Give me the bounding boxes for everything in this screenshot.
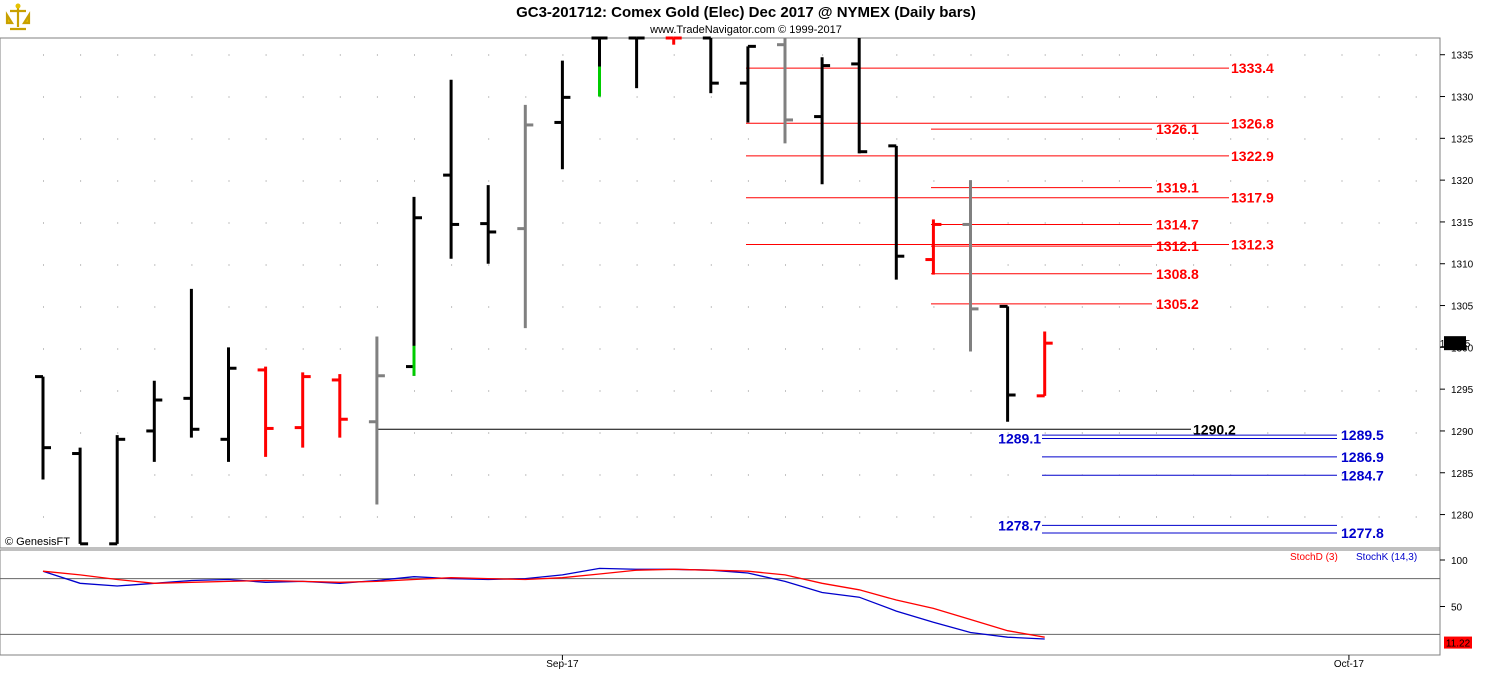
date-axis: Sep-17 Oct-17: [546, 655, 1364, 670]
level-label: 1289.1: [998, 430, 1041, 446]
level-label: 1286.9: [1341, 449, 1384, 465]
ohlc-bar: [72, 447, 89, 546]
ohlc-bar: [183, 288, 200, 438]
price-bars: [35, 36, 1053, 546]
stoch-legend-entry: StochD (3): [1290, 552, 1338, 563]
ohlc-bar: [220, 347, 237, 462]
chart-subtitle: www.TradeNavigator.com © 1999-2017: [649, 24, 842, 36]
price-levels: 1333.4 1326.8 1326.1 1322.9 1319.1 1317.9 1314…: [376, 60, 1384, 541]
ohlc-bar: [888, 144, 905, 280]
price-tick-label: 1325: [1451, 134, 1474, 145]
ohlc-bar: [517, 104, 534, 329]
price-tick-label: 1295: [1451, 385, 1474, 396]
level-label: 1308.8: [1156, 266, 1199, 282]
ohlc-bar: [739, 44, 756, 123]
chart-title: GC3-201712: Comex Gold (Elec) Dec 2017 @…: [516, 4, 976, 21]
ohlc-bar: [665, 36, 682, 45]
level-label: 1290.2: [1193, 421, 1236, 437]
stoch-last-box: [1444, 636, 1472, 649]
ohlc-bar: [443, 79, 460, 259]
stoch-series-line: [42, 567, 1045, 640]
level-label: 1284.7: [1341, 467, 1384, 483]
level-label: 1314.7: [1156, 216, 1199, 232]
stoch-series-line: [42, 568, 1045, 638]
level-label: 1289.5: [1341, 427, 1384, 443]
level-label: 1278.7: [998, 517, 1041, 533]
ohlc-bar: [109, 435, 126, 546]
ohlc-bar: [628, 36, 645, 89]
ohlc-bar: [925, 219, 942, 275]
ohlc-bar: [851, 38, 868, 154]
ohlc-bar: [406, 196, 422, 376]
level-label: 1326.8: [1231, 115, 1274, 131]
ohlc-bar: [294, 372, 311, 448]
ohlc-bar: [591, 36, 608, 97]
stoch-panel-frame: [0, 549, 1441, 656]
date-tick-label: Oct-17: [1334, 659, 1364, 670]
level-label: 1322.9: [1231, 148, 1274, 164]
ohlc-bar: [257, 366, 274, 457]
price-axis: 1280128512901295130013051310131513201325…: [1440, 51, 1474, 522]
level-label: 1312.3: [1231, 237, 1274, 253]
ohlc-bar: [962, 180, 979, 352]
ohlc-bar: [814, 57, 831, 185]
price-tick-label: 1320: [1451, 176, 1474, 187]
stochastic-panel: 50 100 StochD (3) StochK (14,3) 11.22: [0, 552, 1472, 650]
price-tick-label: 1285: [1451, 469, 1474, 480]
ohlc-bar: [146, 380, 163, 462]
ohlc-bar: [368, 336, 385, 505]
logo-icon: [5, 3, 31, 31]
ohlc-bar: [1036, 331, 1053, 398]
price-tick-label: 1315: [1451, 218, 1474, 229]
price-panel-frame: [0, 37, 1441, 549]
last-price-box: [1444, 336, 1466, 351]
level-label: 1326.1: [1156, 121, 1199, 137]
date-tick-label: Sep-17: [546, 659, 579, 670]
level-label: 1312.1: [1156, 238, 1199, 254]
ohlc-bar: [702, 36, 719, 94]
stoch-legend-entry: StochK (14,3): [1356, 552, 1417, 563]
level-label: 1305.2: [1156, 296, 1199, 312]
level-label: 1277.8: [1341, 525, 1384, 541]
price-tick-label: 1280: [1451, 511, 1474, 522]
level-label: 1319.1: [1156, 180, 1199, 196]
ohlc-bar: [331, 374, 348, 438]
price-tick-label: 1310: [1451, 260, 1474, 271]
price-tick-label: 1305: [1451, 302, 1474, 313]
last-price-label: 1300.5: [1440, 339, 1471, 350]
ohlc-bar: [999, 304, 1016, 422]
level-label: 1317.9: [1231, 190, 1274, 206]
level-label: 1333.4: [1231, 60, 1274, 76]
ohlc-bar: [480, 185, 497, 264]
ohlc-bar: [35, 375, 51, 480]
ohlc-bar: [554, 60, 571, 170]
stoch-tick-label: 50: [1451, 603, 1463, 614]
price-tick-label: 1330: [1451, 93, 1474, 104]
price-tick-label: 1290: [1451, 427, 1474, 438]
ohlc-bar: [777, 38, 793, 144]
stoch-last-label: 11.22: [1446, 639, 1471, 650]
watermark: © GenesisFT: [5, 536, 70, 548]
stoch-tick-label: 100: [1451, 556, 1468, 567]
price-tick-label: 1335: [1451, 51, 1474, 62]
